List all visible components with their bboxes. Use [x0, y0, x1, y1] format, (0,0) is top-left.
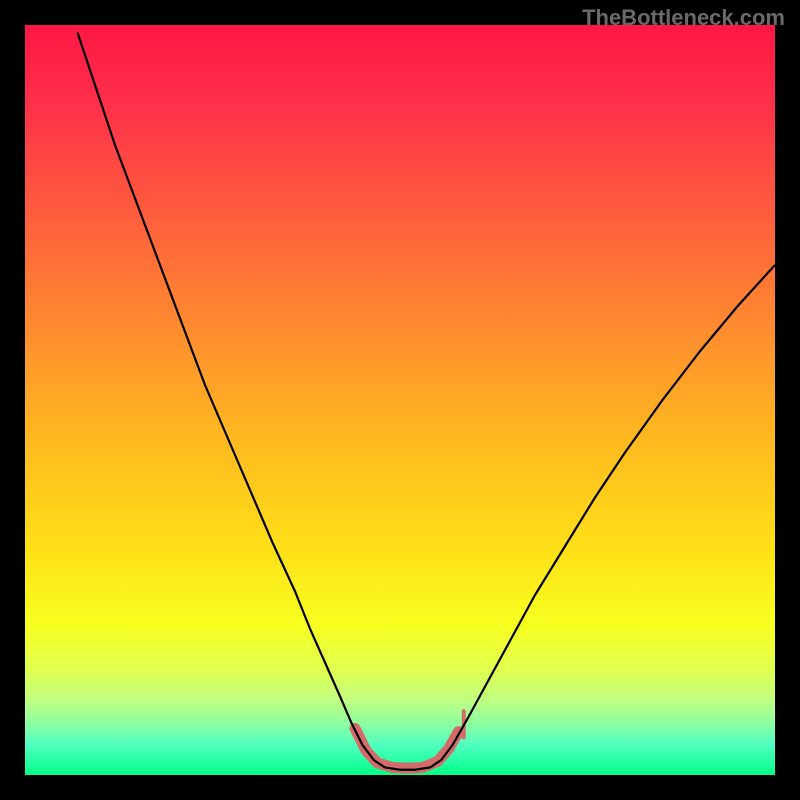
bottleneck-curve-chart [25, 25, 775, 775]
watermark-text: TheBottleneck.com [582, 5, 785, 31]
chart-plot-area [25, 25, 775, 775]
